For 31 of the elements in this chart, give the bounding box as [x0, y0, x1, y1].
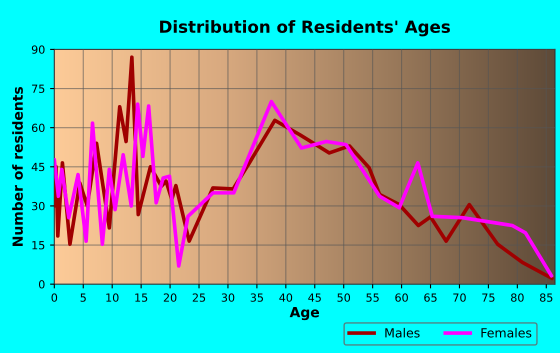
x-tick-label: 70 — [453, 293, 466, 302]
x-tick-label: 25 — [192, 293, 206, 302]
x-tick-label: 10 — [106, 293, 119, 302]
x-tick-label: 80 — [511, 293, 524, 302]
y-tick-label: 75 — [32, 84, 44, 93]
legend-label: Females — [481, 328, 532, 338]
x-tick-label: 45 — [308, 294, 321, 302]
x-tick-label: 85 — [540, 293, 552, 302]
y-tick-label: 30 — [32, 202, 45, 210]
y-tick-label: 45 — [32, 162, 44, 172]
y-axis-title: Number of residents — [12, 87, 23, 246]
x-tick-label: 40 — [279, 293, 292, 302]
x-tick-label: 60 — [395, 293, 408, 302]
x-tick-label: 20 — [164, 293, 176, 302]
x-tick-label: 65 — [424, 293, 437, 302]
x-tick-label: 75 — [482, 294, 494, 302]
chart-title: Distribution of Residents' Ages — [160, 20, 450, 36]
x-tick-label: 30 — [222, 293, 234, 302]
y-tick-label: 15 — [32, 241, 44, 250]
x-tick-label: 50 — [337, 293, 350, 302]
x-tick-label: 55 — [366, 294, 379, 302]
legend-label: Males — [385, 328, 420, 338]
y-tick-label: 90 — [32, 45, 45, 54]
x-axis-title: Age — [290, 307, 320, 320]
x-tick-label: 15 — [135, 294, 148, 302]
x-tick-label: 5 — [80, 294, 86, 302]
x-tick-label: 0 — [52, 293, 58, 302]
y-tick-label: 60 — [32, 124, 45, 132]
x-tick-label: 35 — [250, 293, 263, 302]
line-series — [54, 100, 554, 278]
y-tick-label: 0 — [38, 280, 45, 289]
